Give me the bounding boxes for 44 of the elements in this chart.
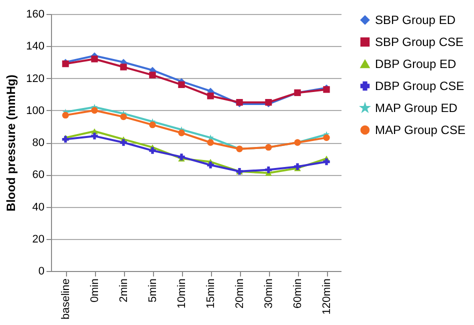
x-tick-label: 20min (234, 278, 246, 308)
point (62, 112, 69, 119)
y-tick-label: 20 (32, 233, 44, 246)
point (120, 139, 127, 146)
y-tick-label: 120 (26, 72, 44, 85)
point (91, 107, 98, 114)
point (91, 56, 98, 62)
x-tick-label: 0min (89, 278, 101, 302)
y-tick-label: 80 (32, 137, 44, 149)
y-tick-label: 160 (26, 8, 44, 20)
point (149, 72, 156, 78)
x-tick-label: 10min (176, 278, 188, 308)
point (149, 147, 156, 154)
y-tick-label: 60 (32, 169, 44, 182)
point (91, 132, 98, 140)
legend-label: SBP Group ED (375, 13, 456, 27)
x-tick-label: 2min (118, 278, 130, 302)
point (265, 166, 272, 174)
point (323, 134, 330, 142)
y-axis-title: Blood pressure (mmHg) (4, 74, 18, 212)
point (207, 92, 214, 100)
point (178, 81, 185, 88)
x-tick-label: 15min (205, 278, 217, 308)
legend-label: MAP Group ED (375, 101, 458, 115)
x-tick-label: 30min (263, 278, 275, 308)
y-tick-label: 100 (26, 104, 44, 117)
x-tick-label: baseline (60, 278, 72, 320)
point (149, 121, 156, 128)
x-tick-label: 120min (321, 278, 333, 315)
legend-label: MAP Group CSE (375, 123, 466, 137)
point (120, 113, 127, 120)
point (178, 130, 185, 136)
point (120, 64, 127, 70)
legend-label: DBP Group ED (375, 57, 456, 71)
point (323, 158, 330, 166)
x-tick-label: 5min (147, 278, 159, 302)
x-tick-label: 60min (292, 278, 304, 308)
y-tick-label: 40 (32, 201, 44, 214)
legend-label: DBP Group CSE (375, 79, 464, 93)
y-tick-label: 140 (26, 40, 44, 53)
legend-label: SBP Group CSE (375, 35, 464, 49)
point (207, 139, 214, 146)
y-tick-label: 0 (38, 266, 44, 278)
point (207, 162, 214, 168)
